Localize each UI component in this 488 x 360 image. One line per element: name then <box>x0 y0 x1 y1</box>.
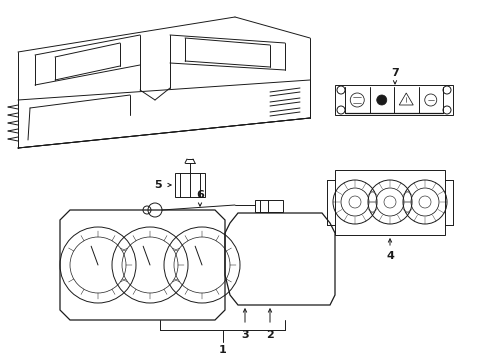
Text: 5: 5 <box>154 180 162 190</box>
Text: 1: 1 <box>218 345 226 355</box>
Text: 7: 7 <box>390 68 398 78</box>
Text: 2: 2 <box>265 330 273 340</box>
Circle shape <box>376 95 386 105</box>
Text: 6: 6 <box>196 190 203 200</box>
Text: 4: 4 <box>385 251 393 261</box>
Text: 3: 3 <box>241 330 248 340</box>
